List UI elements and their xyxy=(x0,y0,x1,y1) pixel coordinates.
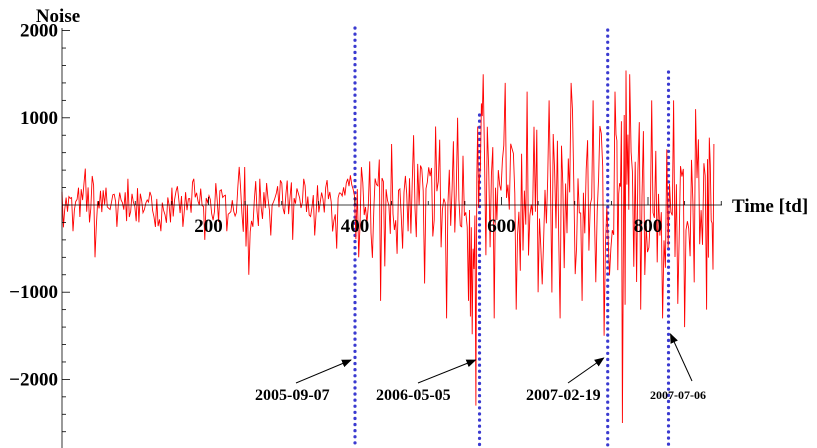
annotation-date-label: 2007-07-06 xyxy=(650,388,706,402)
date-annotations: 2005-09-07 2006-05-05 2007-02-19 2007-07-06 xyxy=(255,333,706,404)
y-tick-label: 2000 xyxy=(20,21,58,42)
y-tick-marks xyxy=(62,30,70,433)
x-tick-label: 400 xyxy=(341,216,370,237)
x-tick-label: 800 xyxy=(634,216,663,237)
annotation-arrow xyxy=(295,359,352,384)
annotation-date-label: 2005-09-07 xyxy=(255,387,330,404)
y-axis-title: Noise xyxy=(36,6,80,27)
noise-series xyxy=(61,70,715,424)
x-tick-marks xyxy=(98,197,722,205)
annotation-arrow xyxy=(670,333,693,382)
y-tick-label: −1000 xyxy=(9,282,58,303)
noise-line xyxy=(61,70,715,424)
x-tick-label: 200 xyxy=(194,216,223,237)
annotation-arrow xyxy=(567,357,605,384)
y-tick-label: 1000 xyxy=(20,108,58,129)
x-axis-title: Time [td] xyxy=(732,196,808,217)
y-tick-label: −2000 xyxy=(9,369,58,390)
annotation-date-label: 2006-05-05 xyxy=(376,387,451,404)
tick-labels: 2000 1000 −1000 −2000 200 400 600 800 xyxy=(9,21,662,391)
annotation-arrow xyxy=(417,359,477,384)
annotation-date-label: 2007-02-19 xyxy=(526,387,601,404)
axes xyxy=(61,28,722,448)
x-tick-label: 600 xyxy=(487,216,516,237)
